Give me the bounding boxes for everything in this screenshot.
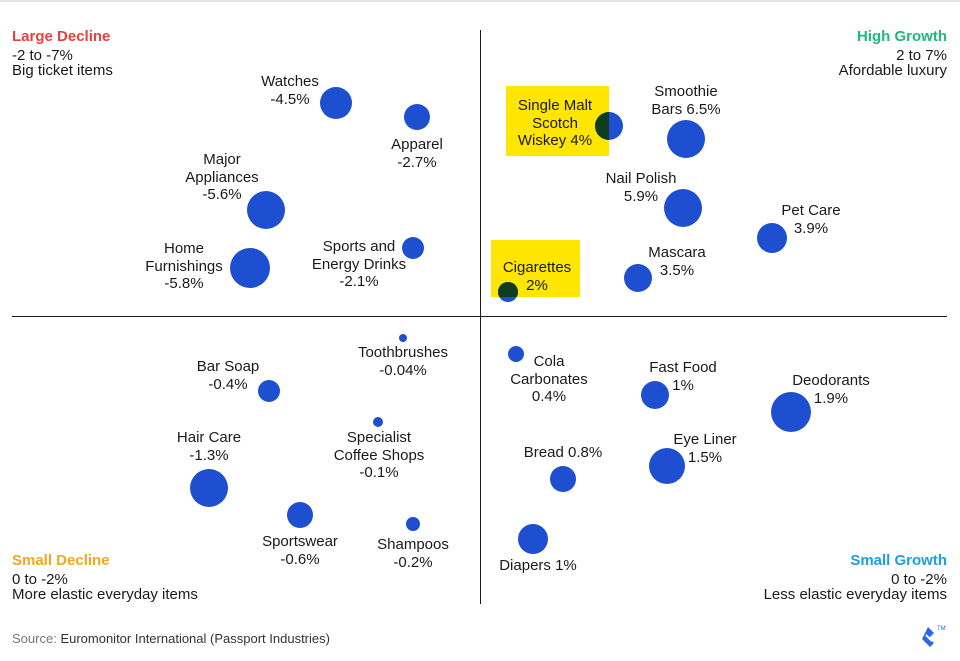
label-cola-carbonates: Cola Carbonates 0.4% bbox=[510, 353, 588, 405]
bubble-mascara bbox=[624, 264, 652, 292]
label-eye-liner: Eye Liner 1.5% bbox=[673, 431, 737, 466]
quadrant-title-large-decline: Large Decline bbox=[12, 28, 111, 45]
bubble-shampoos bbox=[406, 517, 420, 531]
bubble-sportswear bbox=[287, 502, 313, 528]
bubble-home-furnishings bbox=[230, 248, 270, 288]
bubble-fast-food bbox=[641, 381, 669, 409]
bubble-cola-carbonates bbox=[508, 346, 524, 362]
label-fast-food: Fast Food 1% bbox=[649, 359, 717, 394]
quadrant-desc-small-decline: More elastic everyday items bbox=[12, 586, 198, 603]
top-border bbox=[0, 0, 960, 2]
label-specialist-coffee-shops: Specialist Coffee Shops -0.1% bbox=[333, 429, 425, 481]
source-text: Euromonitor International (Passport Indu… bbox=[60, 631, 330, 646]
quadrant-title-small-growth: Small Growth bbox=[850, 552, 947, 569]
label-pet-care: Pet Care 3.9% bbox=[781, 202, 841, 237]
bubble-overlap-cigarettes bbox=[498, 282, 518, 297]
bubble-toothbrushes bbox=[399, 334, 407, 342]
bubble-bar-soap bbox=[258, 380, 280, 402]
highlight-single-malt bbox=[506, 86, 609, 156]
source-line: Source: Euromonitor International (Passp… bbox=[12, 631, 330, 646]
quadrant-range-small-growth: 0 to -2% bbox=[891, 571, 947, 588]
bubble-smoothie-bars bbox=[667, 120, 705, 158]
bubble-specialist-coffee-shops bbox=[373, 417, 383, 427]
label-cigarettes: Cigarettes 2% bbox=[502, 259, 572, 294]
bubble-overlap-single-malt-scotch-wiskey bbox=[595, 112, 609, 140]
trademark-mark: TM bbox=[937, 626, 946, 632]
quadrant-range-small-decline: 0 to -2% bbox=[12, 571, 68, 588]
label-hair-care: Hair Care -1.3% bbox=[176, 429, 242, 464]
label-watches: Watches -4.5% bbox=[261, 73, 319, 108]
label-sportswear: Sportswear -0.6% bbox=[262, 533, 338, 568]
label-mascara: Mascara 3.5% bbox=[648, 244, 706, 279]
label-major-appliances: Major Appliances -5.6% bbox=[185, 151, 259, 203]
bubble-hair-care bbox=[190, 469, 228, 507]
label-apparel: Apparel -2.7% bbox=[391, 136, 443, 171]
toptal-logo-icon: TM bbox=[922, 626, 946, 647]
bubble-diapers bbox=[518, 524, 548, 554]
label-deodorants: Deodorants 1.9% bbox=[792, 372, 870, 407]
label-sports-and-energy-drinks: Sports and Energy Drinks -2.1% bbox=[311, 238, 407, 290]
label-smoothie-bars: Smoothie Bars 6.5% bbox=[651, 83, 721, 118]
bubble-sports-and-energy-drinks bbox=[402, 237, 424, 259]
bubble-eye-liner bbox=[649, 448, 685, 484]
quadrant-range-high-growth: 2 to 7% bbox=[896, 47, 947, 64]
bubble-deodorants bbox=[771, 392, 811, 432]
quadrant-desc-large-decline: Big ticket items bbox=[12, 62, 113, 79]
quadrant-desc-high-growth: Afordable luxury bbox=[838, 62, 947, 79]
quadrant-title-high-growth: High Growth bbox=[857, 28, 947, 45]
quadrant-title-small-decline: Small Decline bbox=[12, 552, 110, 569]
label-toothbrushes: Toothbrushes -0.04% bbox=[357, 344, 449, 379]
horizontal-axis bbox=[12, 316, 947, 317]
label-single-malt-scotch-wiskey: Single Malt Scotch Wiskey 4% bbox=[517, 97, 593, 149]
label-diapers: Diapers 1% bbox=[499, 557, 577, 574]
label-home-furnishings: Home Furnishings -5.8% bbox=[145, 240, 223, 292]
label-nail-polish: Nail Polish 5.9% bbox=[605, 170, 677, 205]
vertical-axis bbox=[480, 30, 481, 604]
bubble-major-appliances bbox=[247, 191, 285, 229]
source-prefix: Source: bbox=[12, 631, 57, 646]
quadrant-desc-small-growth: Less elastic everyday items bbox=[763, 586, 947, 603]
label-bread: Bread 0.8% bbox=[523, 444, 603, 461]
bubble-pet-care bbox=[757, 223, 787, 253]
bubble-bread bbox=[550, 466, 576, 492]
label-shampoos: Shampoos -0.2% bbox=[377, 536, 449, 571]
bubble-nail-polish bbox=[664, 189, 702, 227]
quadrant-range-large-decline: -2 to -7% bbox=[12, 47, 73, 64]
bubble-watches bbox=[320, 87, 352, 119]
bubble-apparel bbox=[404, 104, 430, 130]
label-bar-soap: Bar Soap -0.4% bbox=[196, 358, 260, 393]
